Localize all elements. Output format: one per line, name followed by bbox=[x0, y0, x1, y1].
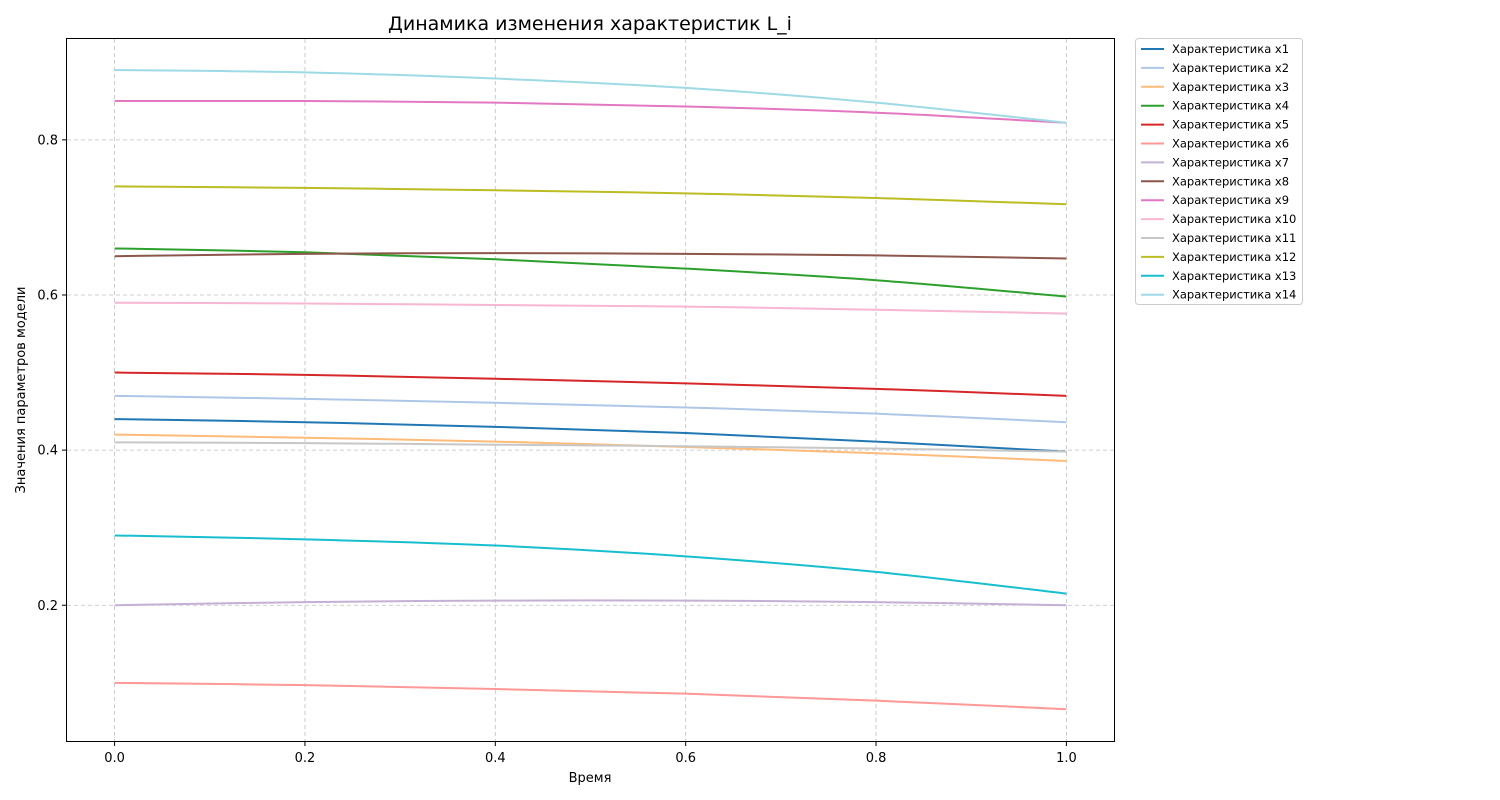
legend-label: Характеристика x9 bbox=[1172, 193, 1289, 207]
legend-label: Характеристика x3 bbox=[1172, 80, 1289, 94]
series-line-x6 bbox=[114, 681, 1067, 711]
legend-item: Характеристика x3 bbox=[1141, 80, 1289, 94]
legend-item: Характеристика x10 bbox=[1141, 212, 1296, 226]
grid bbox=[67, 39, 1114, 741]
legend-item: Характеристика x6 bbox=[1141, 137, 1289, 151]
series-line-x2 bbox=[114, 394, 1067, 424]
legend-label: Характеристика x1 bbox=[1172, 42, 1289, 56]
series-line-x7 bbox=[114, 599, 1067, 607]
series-line-x12 bbox=[114, 185, 1067, 206]
y-axis-ticks: 0.2 0.4 0.6 0.8 bbox=[37, 133, 67, 614]
series-line-x3 bbox=[114, 433, 1067, 462]
series-line-x11 bbox=[114, 441, 1067, 453]
x-axis-ticks: 0.0 0.2 0.4 0.6 0.8 1.0 bbox=[104, 741, 1077, 766]
legend-label: Характеристика x8 bbox=[1172, 174, 1289, 188]
legend-label: Характеристика x10 bbox=[1172, 212, 1296, 226]
series-line-x4 bbox=[114, 247, 1067, 298]
chart-title: Динамика изменения характеристик L_i bbox=[388, 13, 792, 35]
legend-label: Характеристика x4 bbox=[1172, 99, 1289, 113]
plot-frame bbox=[66, 38, 1115, 742]
y-tick-label: 0.8 bbox=[37, 133, 58, 148]
series-line-x10 bbox=[114, 301, 1067, 315]
legend-label: Характеристика x14 bbox=[1172, 288, 1296, 302]
series-line-x5 bbox=[114, 371, 1067, 397]
series-line-x8 bbox=[114, 252, 1067, 260]
legend-item: Характеристика x7 bbox=[1141, 155, 1289, 169]
legend-item: Характеристика x12 bbox=[1141, 250, 1296, 264]
legend-item: Характеристика x14 bbox=[1141, 288, 1296, 302]
series-line-x9 bbox=[114, 99, 1067, 124]
x-tick-label: 0.0 bbox=[104, 751, 125, 766]
legend-label: Характеристика x12 bbox=[1172, 250, 1296, 264]
y-tick-label: 0.4 bbox=[37, 444, 58, 459]
x-tick-label: 0.8 bbox=[866, 751, 887, 766]
legend-item: Характеристика x2 bbox=[1141, 61, 1289, 75]
legend-label: Характеристика x6 bbox=[1172, 137, 1289, 151]
y-tick-label: 0.6 bbox=[37, 288, 58, 303]
x-axis-label: Время bbox=[569, 771, 612, 786]
series-lines bbox=[114, 69, 1067, 711]
series-line-x14 bbox=[114, 69, 1067, 124]
x-tick-label: 0.2 bbox=[295, 751, 316, 766]
legend-item: Характеристика x9 bbox=[1141, 193, 1289, 207]
series-line-x1 bbox=[114, 418, 1067, 453]
legend-item: Характеристика x13 bbox=[1141, 269, 1296, 283]
y-axis-label: Значения параметров модели bbox=[14, 287, 29, 494]
legend-item: Характеристика x4 bbox=[1141, 99, 1289, 113]
legend-label: Характеристика x13 bbox=[1172, 269, 1296, 283]
x-tick-label: 1.0 bbox=[1056, 751, 1077, 766]
legend-item: Характеристика x1 bbox=[1141, 42, 1289, 56]
series-line-x13 bbox=[114, 534, 1067, 595]
y-tick-label: 0.2 bbox=[37, 599, 58, 614]
legend: Характеристика x1 Характеристика x2 Характ… bbox=[1135, 38, 1303, 305]
legend-label: Характеристика x5 bbox=[1172, 118, 1289, 132]
x-tick-label: 0.6 bbox=[675, 751, 696, 766]
legend-item: Характеристика x8 bbox=[1141, 174, 1289, 188]
legend-item: Характеристика x11 bbox=[1141, 231, 1296, 245]
legend-label: Характеристика x7 bbox=[1172, 155, 1289, 169]
legend-frame bbox=[1135, 38, 1303, 305]
legend-label: Характеристика x11 bbox=[1172, 231, 1296, 245]
x-tick-label: 0.4 bbox=[485, 751, 506, 766]
legend-item: Характеристика x5 bbox=[1141, 118, 1289, 132]
legend-label: Характеристика x2 bbox=[1172, 61, 1289, 75]
